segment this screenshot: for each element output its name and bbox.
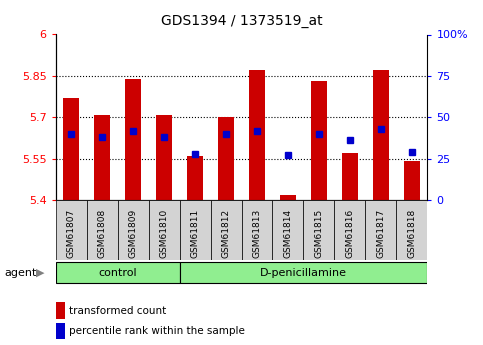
Bar [342,153,358,200]
Bar [63,98,79,200]
Text: GSM61807: GSM61807 [67,209,75,258]
Text: GSM61817: GSM61817 [376,209,385,258]
Text: GSM61818: GSM61818 [408,209,416,258]
Bar [56,323,65,339]
Bar [242,200,272,260]
Text: GSM61808: GSM61808 [98,209,107,258]
Text: GSM61812: GSM61812 [222,209,230,258]
Bar [180,200,211,260]
Text: D-penicillamine: D-penicillamine [260,268,347,277]
Bar [311,81,327,200]
Bar [56,302,65,319]
Text: GSM61810: GSM61810 [159,209,169,258]
Text: GSM61813: GSM61813 [253,209,261,258]
Text: GSM61809: GSM61809 [128,209,138,258]
Bar [373,70,389,200]
Text: GSM61815: GSM61815 [314,209,324,258]
Bar [56,262,180,284]
Bar [149,200,180,260]
Bar [156,115,172,200]
Bar [249,70,265,200]
Text: GSM61814: GSM61814 [284,209,293,258]
Bar [180,262,427,284]
Bar [56,200,86,260]
Bar [211,200,242,260]
Bar [94,115,110,200]
Text: transformed count: transformed count [69,306,166,315]
Bar [187,156,203,200]
Bar [125,79,141,200]
Bar [397,200,427,260]
Text: control: control [98,268,137,277]
Bar [366,200,397,260]
Text: percentile rank within the sample: percentile rank within the sample [69,326,244,336]
Bar [117,200,149,260]
Text: agent: agent [5,268,37,277]
Bar [86,200,117,260]
Text: GSM61811: GSM61811 [190,209,199,258]
Text: GSM61816: GSM61816 [345,209,355,258]
Bar [218,117,234,200]
Text: ▶: ▶ [36,268,45,277]
Bar [272,200,303,260]
Bar [303,200,334,260]
Text: GDS1394 / 1373519_at: GDS1394 / 1373519_at [161,14,322,28]
Bar [334,200,366,260]
Bar [404,161,420,200]
Bar [280,195,296,200]
